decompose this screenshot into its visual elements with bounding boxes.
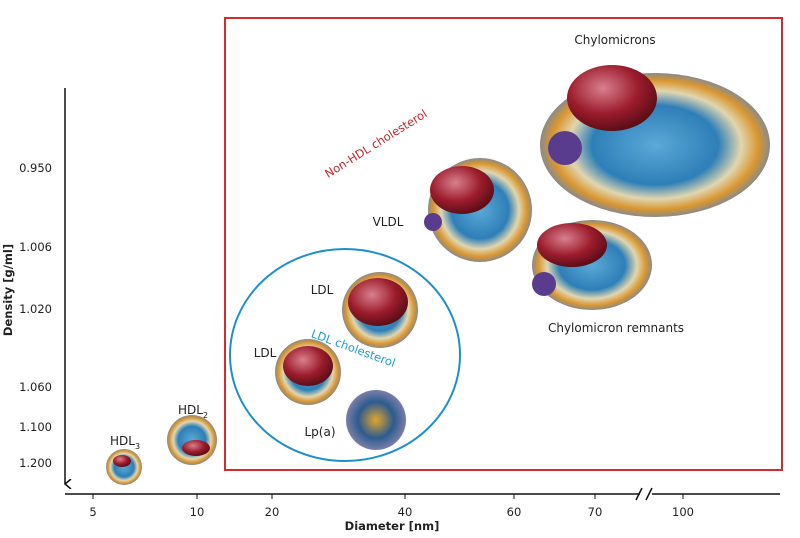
particle-label: LDL xyxy=(311,283,334,297)
particle-label: VLDL xyxy=(373,215,404,229)
x-tick-label: 100 xyxy=(672,505,694,519)
particle-label-main: HDL xyxy=(110,434,135,448)
vldl xyxy=(424,158,532,262)
axis-break xyxy=(635,487,653,501)
lpa-particle xyxy=(346,390,406,450)
hdl2-particle xyxy=(167,415,217,465)
y-axis-label: Density [g/ml] xyxy=(1,244,15,336)
x-axis-label: Diameter [nm] xyxy=(345,519,440,533)
y-tick-label: 1.100 xyxy=(19,420,52,434)
particle-label: Chylomicrons xyxy=(574,33,655,47)
x-tick-label: 10 xyxy=(190,505,205,519)
x-tick-label: 40 xyxy=(398,505,413,519)
ldl-particle xyxy=(275,339,341,405)
x-tick-label: 70 xyxy=(588,505,603,519)
y-tick-label: 1.006 xyxy=(19,240,52,254)
x-tick-label: 60 xyxy=(507,505,522,519)
y-tick-label: 1.020 xyxy=(19,302,52,316)
particle-label-subscript: 3 xyxy=(135,442,140,451)
y-tick-label: 0.950 xyxy=(19,161,52,175)
chylomicron xyxy=(540,65,770,217)
chylomicron-remnant xyxy=(532,220,652,310)
particle-label: LDL xyxy=(254,346,277,360)
non-hdl-frame xyxy=(224,17,783,471)
group-label: Non-HDL cholesterol xyxy=(322,106,429,180)
particle-label-main: HDL xyxy=(178,403,203,417)
ldl-particle xyxy=(342,272,418,348)
x-tick-label: 5 xyxy=(89,505,96,519)
particle-label: Lp(a) xyxy=(304,425,335,439)
particle-label: HDL2 xyxy=(178,403,208,420)
particle-label: HDL3 xyxy=(110,434,140,451)
ldl-frame xyxy=(229,248,461,462)
particle-label: Chylomicron remnants xyxy=(548,321,684,335)
x-tick-label: 20 xyxy=(265,505,280,519)
y-tick-label: 1.200 xyxy=(19,456,52,470)
hdl3-particle xyxy=(106,449,142,485)
y-tick-label: 1.060 xyxy=(19,380,52,394)
particle-label-subscript: 2 xyxy=(203,411,208,420)
